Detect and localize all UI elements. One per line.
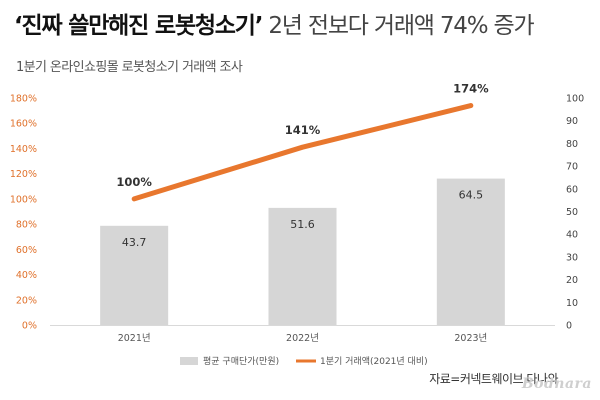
line-series	[131, 103, 474, 202]
left-axis-tick: 160%	[10, 119, 37, 130]
legend-swatch-bar	[180, 357, 198, 365]
bar-value-label: 51.6	[290, 218, 315, 231]
left-axis-tick: 80%	[16, 220, 37, 231]
left-axis-tick: 0%	[22, 321, 37, 332]
line-value-label: 100%	[116, 175, 152, 189]
right-axis-tick: 80	[566, 139, 578, 150]
right-axis-tick: 40	[566, 230, 578, 241]
right-axis-tick: 20	[566, 275, 578, 286]
line-value-label: 174%	[453, 82, 489, 96]
x-category-label: 2022년	[286, 333, 319, 344]
right-axis-tick: 30	[566, 252, 578, 263]
x-category-label: 2023년	[454, 333, 487, 344]
line-value-label: 141%	[285, 123, 321, 137]
title-bold-part: ‘진짜 쓸만해진 로봇청소기’	[14, 13, 263, 39]
bar-value-label: 64.5	[459, 189, 484, 202]
bodnara-logo: Bodnara	[521, 376, 592, 392]
chart-title: ‘진짜 쓸만해진 로봇청소기’ 2년 전보다 거래액 74% 증가	[14, 9, 594, 43]
bar-value-label: 43.7	[122, 236, 147, 249]
bar	[436, 178, 505, 325]
right-axis-tick: 90	[566, 116, 578, 127]
left-axis-tick: 20%	[16, 295, 37, 306]
x-category-label: 2021년	[118, 333, 151, 344]
left-axis-tick: 140%	[10, 144, 37, 155]
left-axis-tick: 40%	[16, 270, 37, 281]
right-axis-tick: 10	[566, 298, 578, 309]
title-rest-part: 2년 전보다 거래액 74% 증가	[262, 13, 534, 39]
right-axis-tick: 100	[566, 94, 584, 105]
right-axis-tick: 60	[566, 184, 578, 195]
legend-label-bar: 평균 구매단가(만원)	[203, 356, 279, 367]
left-axis-tick: 100%	[10, 194, 37, 205]
left-axis-tick: 120%	[10, 169, 37, 180]
legend-label-line: 1분기 거래액(2021년 대비)	[320, 355, 428, 367]
bar	[100, 225, 169, 325]
source-note: 자료=커넥트웨이브 다나와	[429, 372, 558, 386]
right-axis-tick: 70	[566, 162, 578, 173]
chart-subtitle: 1분기 온라인쇼핑몰 로봇청소기 거래액 조사	[16, 60, 243, 75]
left-axis-tick: 60%	[16, 245, 37, 256]
left-axis-tick: 180%	[10, 94, 37, 105]
right-axis-tick: 0	[566, 321, 572, 332]
bar	[268, 207, 337, 325]
right-axis-tick: 50	[566, 207, 578, 218]
